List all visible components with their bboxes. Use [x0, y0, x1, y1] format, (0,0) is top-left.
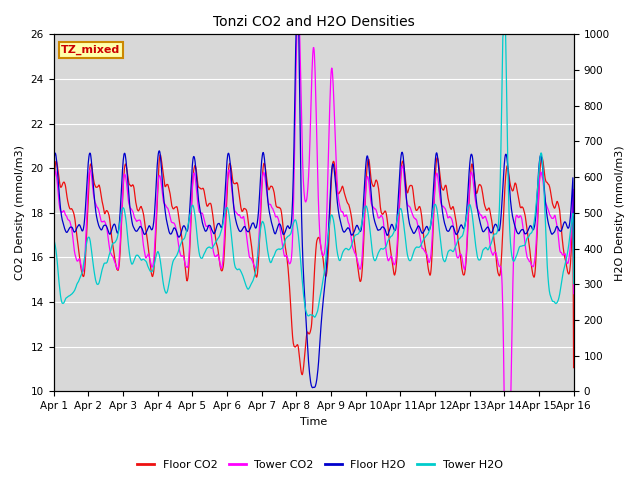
Text: TZ_mixed: TZ_mixed	[61, 45, 120, 55]
Floor CO2	[157, 152, 164, 158]
Floor H2O	[346, 228, 354, 234]
Tower H2O	[346, 246, 354, 252]
Floor CO2	[90, 178, 98, 184]
Floor H2O	[570, 257, 577, 263]
Floor CO2	[271, 192, 278, 198]
Floor H2O	[90, 188, 98, 194]
Floor CO2	[346, 207, 354, 213]
Floor CO2	[570, 365, 577, 371]
Tower H2O	[499, 32, 507, 37]
Floor CO2	[111, 257, 119, 263]
Tower CO2	[270, 210, 278, 216]
Tower H2O	[90, 266, 98, 272]
Title: Tonzi CO2 and H2O Densities: Tonzi CO2 and H2O Densities	[212, 15, 415, 29]
Tower H2O	[311, 314, 319, 320]
Tower CO2	[294, 1, 302, 7]
Floor H2O	[50, 250, 58, 256]
Tower CO2	[291, 162, 298, 168]
Line: Floor H2O: Floor H2O	[54, 35, 573, 388]
Tower CO2	[281, 253, 289, 259]
Tower H2O	[570, 281, 577, 287]
Floor H2O	[281, 230, 289, 236]
Floor CO2	[291, 344, 298, 349]
Legend: Floor CO2, Tower CO2, Floor H2O, Tower H2O: Floor CO2, Tower CO2, Floor H2O, Tower H…	[133, 456, 507, 474]
Y-axis label: H2O Density (mmol/m3): H2O Density (mmol/m3)	[615, 145, 625, 281]
Floor CO2	[298, 372, 306, 378]
Tower CO2	[346, 225, 354, 231]
Floor H2O	[111, 222, 119, 228]
Tower H2O	[50, 298, 58, 303]
Line: Tower H2O: Tower H2O	[54, 35, 573, 317]
Tower H2O	[281, 238, 289, 244]
Tower H2O	[111, 240, 119, 245]
Tower CO2	[50, 396, 58, 401]
Floor H2O	[270, 229, 278, 235]
Floor H2O	[309, 385, 317, 391]
Floor CO2	[50, 355, 58, 360]
Y-axis label: CO2 Density (mmol/m3): CO2 Density (mmol/m3)	[15, 145, 25, 280]
Tower H2O	[270, 252, 278, 258]
Tower H2O	[291, 218, 298, 224]
X-axis label: Time: Time	[300, 417, 327, 427]
Tower CO2	[111, 260, 119, 265]
Line: Floor CO2: Floor CO2	[54, 155, 573, 375]
Line: Tower CO2: Tower CO2	[54, 4, 573, 480]
Floor H2O	[292, 32, 300, 37]
Tower CO2	[570, 291, 577, 297]
Floor CO2	[282, 244, 289, 250]
Floor H2O	[291, 126, 298, 132]
Tower CO2	[90, 193, 98, 199]
